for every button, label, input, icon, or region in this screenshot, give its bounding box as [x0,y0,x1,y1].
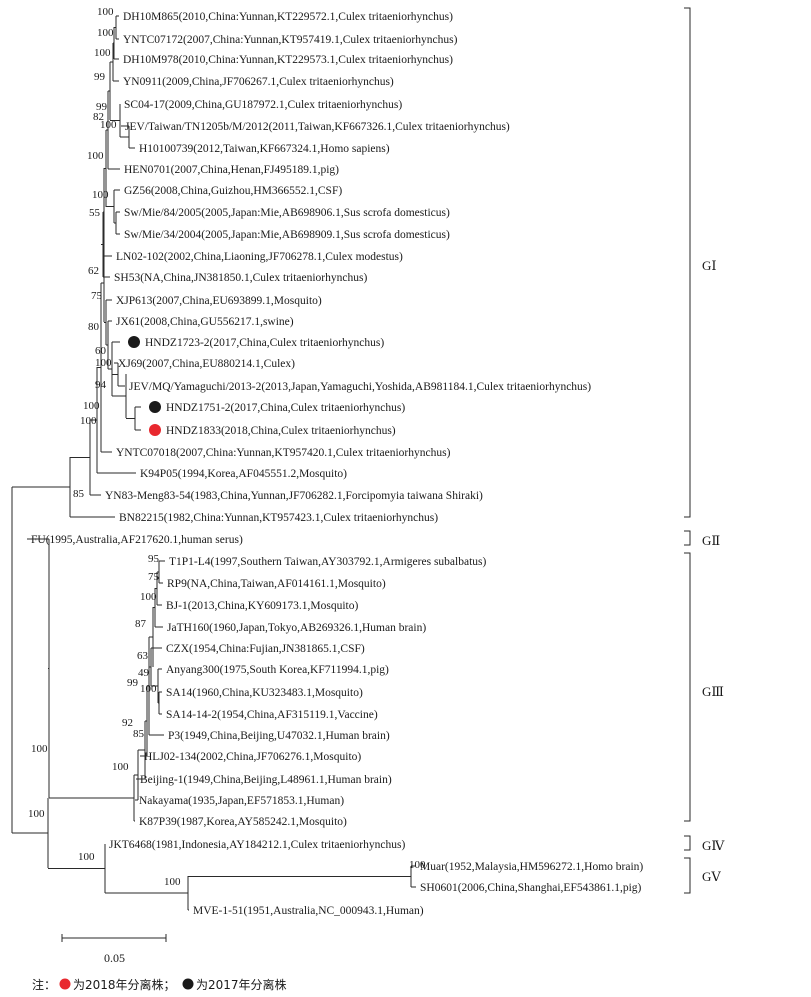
leaf-label: FU(1995,Australia,AF217620.1,human serus… [31,534,243,546]
bootstrap-value: 100 [97,27,114,39]
leaf-label: P3(1949,China,Beijing,U47032.1,Human bra… [168,730,390,742]
leaf-label: Nakayama(1935,Japan,EF571853.1,Human) [139,795,344,807]
bootstrap-value: 82 [93,111,104,123]
legend-red-dot [59,978,71,990]
bootstrap-value: 99 [96,101,108,113]
bootstrap-value: 95 [148,553,160,565]
leaf-label: SA14-14-2(1954,China,AF315119.1,Vaccine) [166,709,378,721]
bootstrap-value: 100 [28,808,45,820]
bootstrap-value: 99 [127,677,139,689]
bootstrap-value: 49 [138,667,150,679]
genotype-label: GⅣ [702,838,725,853]
leaf-label: Muar(1952,Malaysia,HM596272.1,Homo brain… [420,861,643,873]
leaf-label: YN83-Meng83-54(1983,China,Yunnan,JF70628… [105,490,483,502]
bootstrap-value: 100 [112,761,129,773]
bootstrap-value: 85 [73,488,85,500]
genotype-bracket [684,530,691,546]
isolate-marker [128,336,140,348]
bootstrap-value: 100 [100,119,117,131]
leaf-label: Beijing-1(1949,China,Beijing,L48961.1,Hu… [140,774,392,786]
bootstrap-value: 100 [140,591,157,603]
leaf-label: SH0601(2006,China,Shanghai,EF543861.1,pi… [420,882,642,894]
bootstrap-value: 100 [87,150,104,162]
leaf-label: CZX(1954,China:Fujian,JN381865.1,CSF) [166,643,365,655]
isolate-marker [149,401,161,413]
isolate-marker [149,424,161,436]
bootstrap-value: 100 [140,683,157,695]
leaf-label: Sw/Mie/84/2005(2005,Japan:Mie,AB698906.1… [124,207,450,219]
bootstrap-value: 87 [135,618,147,630]
bootstrap-value: 75 [148,571,160,583]
bootstrap-value: 62 [88,265,99,277]
bootstrap-value: 100 [95,357,112,369]
bootstrap-value: 94 [95,379,107,391]
bootstrap-value: 100 [97,6,114,18]
leaf-label: YNTC07172(2007,China:Yunnan,KT957419.1,C… [123,34,458,46]
leaf-label: DH10M978(2010,China:Yunnan,KT229573.1,Cu… [123,54,453,66]
leaf-label: DH10M865(2010,China:Yunnan,KT229572.1,Cu… [123,11,453,23]
leaf-label: XJ69(2007,China,EU880214.1,Culex) [118,358,295,370]
leaf-label: MVE-1-51(1951,Australia,NC_000943.1,Huma… [193,905,424,917]
genotype-bracket [684,857,691,894]
legend-black-text: 为2017年分离株 [196,977,287,992]
leaf-label: K87P39(1987,Korea,AY585242.1,Mosquito) [139,816,347,828]
leaf-label: HNDZ1723-2(2017,China,Culex tritaeniorhy… [145,337,384,349]
bootstrap-value: 60 [95,345,107,357]
bootstrap-value: 100 [31,743,48,755]
leaf-label: JaTH160(1960,Japan,Tokyo,AB269326.1,Huma… [167,622,426,634]
leaf-label: JEV/Taiwan/TN1205b/M/2012(2011,Taiwan,KF… [125,121,510,133]
leaf-label: GZ56(2008,China,Guizhou,HM366552.1,CSF) [124,185,342,197]
bootstrap-value: 100 [409,859,426,871]
leaf-label: Sw/Mie/34/2004(2005,Japan:Mie,AB698909.1… [124,229,450,241]
leaf-label: YN0911(2009,China,JF706267.1,Culex trita… [123,76,394,88]
bootstrap-value: 100 [164,876,181,888]
bootstrap-value: 63 [137,650,149,662]
leaf-label: RP9(NA,China,Taiwan,AF014161.1,Mosquito) [167,578,386,590]
bootstrap-value: 80 [88,321,100,333]
genotype-label: GⅤ [702,869,721,884]
leaf-label: K94P05(1994,Korea,AF045551.2,Mosquito) [140,468,347,480]
bootstrap-value: 99 [94,71,106,83]
bootstrap-value: 92 [122,717,133,729]
leaf-label: Anyang300(1975,South Korea,KF711994.1,pi… [166,664,389,676]
leaf-label: T1P1-L4(1997,Southern Taiwan,AY303792.1,… [169,556,486,568]
leaf-label: H10100739(2012,Taiwan,KF667324.1,Homo sa… [139,143,390,155]
legend-red-text: 为2018年分离株； [73,977,176,992]
genotype-bracket [684,7,691,518]
genotype-bracket [684,835,691,851]
leaf-label: YNTC07018(2007,China:Yunnan,KT957420.1,C… [116,447,451,459]
legend-black-dot [182,978,194,990]
leaf-label: JEV/MQ/Yamaguchi/2013-2(2013,Japan,Yamag… [129,381,591,393]
leaf-label: HLJ02-134(2002,China,JF706276.1,Mosquito… [144,751,361,763]
leaf-label: SH53(NA,China,JN381850.1,Culex tritaenio… [114,272,367,284]
leaf-label: JX61(2008,China,GU556217.1,swine) [116,316,294,328]
bootstrap-value: 100 [83,400,100,412]
genotype-label: GⅡ [702,533,720,548]
bootstrap-value: 55 [89,207,101,219]
legend-prefix: 注： [32,977,56,992]
leaf-label: SC04-17(2009,China,GU187972.1,Culex trit… [124,99,402,111]
leaf-label: LN02-102(2002,China,Liaoning,JF706278.1,… [116,251,403,263]
bootstrap-value: 100 [78,851,95,863]
leaf-label: BJ-1(2013,China,KY609173.1,Mosquito) [166,600,358,612]
genotype-bracket [684,552,691,822]
genotype-label: GⅢ [702,684,724,699]
leaf-label: JKT6468(1981,Indonesia,AY184212.1,Culex … [109,839,405,851]
bootstrap-value: 75 [91,290,103,302]
leaf-label: XJP613(2007,China,EU693899.1,Mosquito) [116,295,322,307]
leaf-label: BN82215(1982,China:Yunnan,KT957423.1,Cul… [119,512,438,524]
leaf-label: SA14(1960,China,KU323483.1,Mosquito) [166,687,363,699]
bootstrap-value: 85 [133,728,145,740]
genotype-label: GⅠ [702,258,717,273]
bootstrap-value: 100 [92,189,109,201]
leaf-label: HEN0701(2007,China,Henan,FJ495189.1,pig) [124,164,339,176]
bootstrap-value: 100 [80,415,97,427]
leaf-label: HNDZ1833(2018,China,Culex tritaeniorhync… [166,425,396,437]
leaf-label: HNDZ1751-2(2017,China,Culex tritaeniorhy… [166,402,405,414]
bootstrap-value: 100 [94,47,111,59]
scale-bar-label: 0.05 [104,951,125,965]
